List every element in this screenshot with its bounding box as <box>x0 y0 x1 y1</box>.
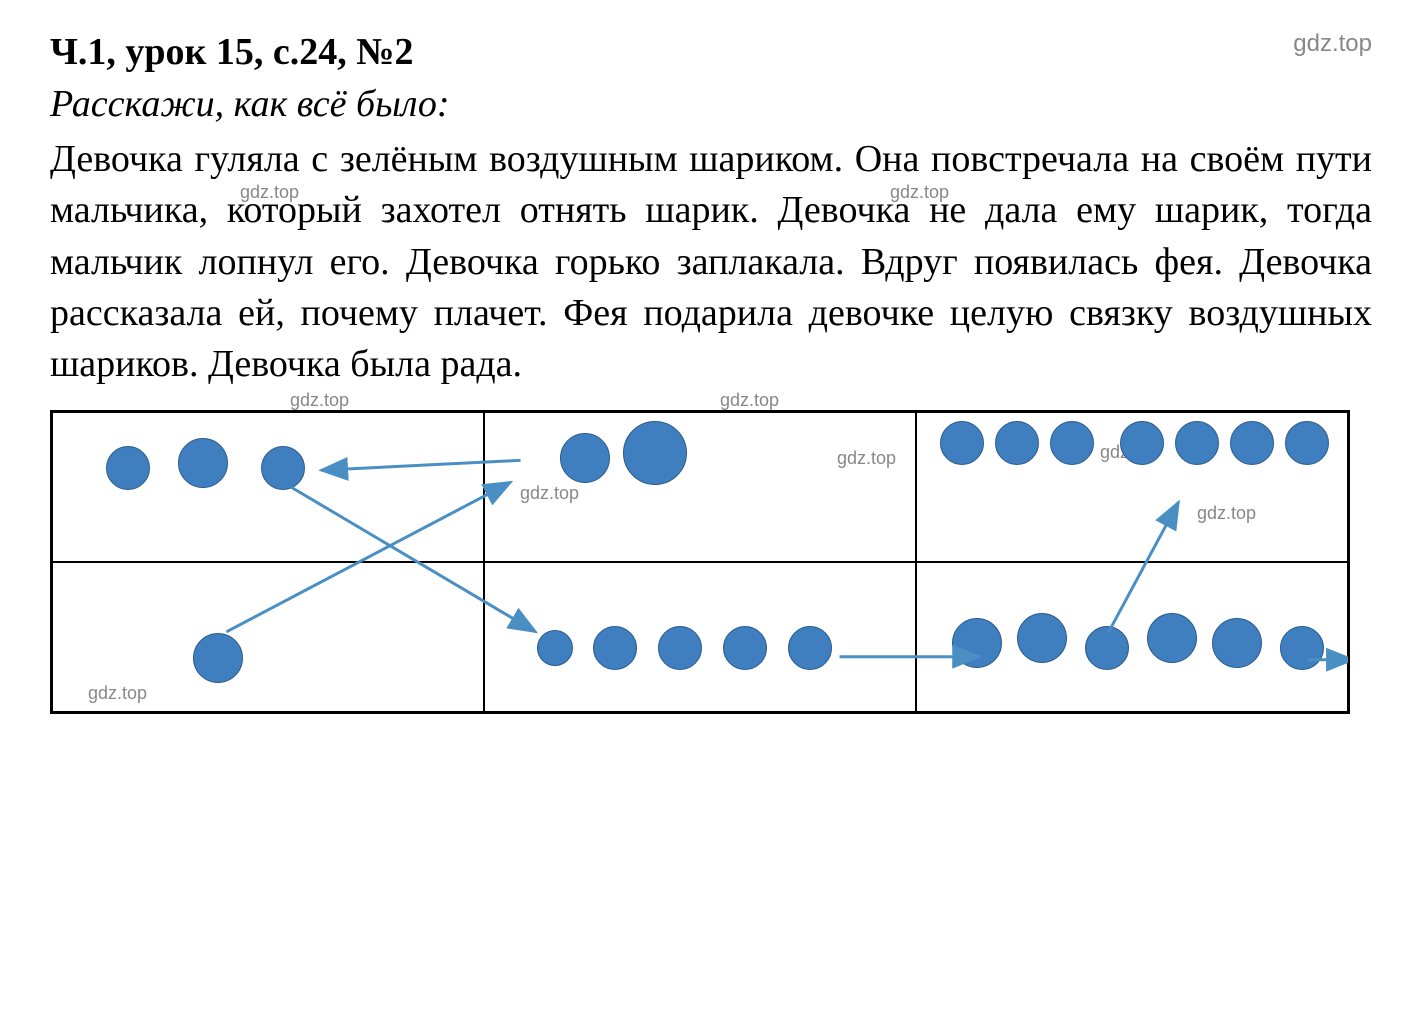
diagram-cell-4 <box>484 562 916 712</box>
diagram-circle <box>940 421 984 465</box>
diagram-watermark: gdz.top <box>1197 503 1256 524</box>
diagram-circle <box>1175 421 1219 465</box>
diagram-circle <box>560 433 610 483</box>
diagram-cell-0 <box>52 412 484 562</box>
page-title: Ч.1, урок 15, с.24, №2 <box>50 30 413 74</box>
diagram-circle <box>178 438 228 488</box>
diagram-circle <box>106 446 150 490</box>
diagram-circle <box>261 446 305 490</box>
diagram-circle <box>723 626 767 670</box>
diagram-circle <box>995 421 1039 465</box>
diagram-circle <box>658 626 702 670</box>
body-paragraph: Девочка гуляла с зелёным воздушным шарик… <box>50 134 1372 390</box>
watermark-inline-1: gdz.top <box>240 180 299 204</box>
diagram-circle <box>1285 421 1329 465</box>
diagram-circle <box>1147 613 1197 663</box>
diagram-circle <box>1280 626 1324 670</box>
diagram-cell-5 <box>916 562 1348 712</box>
diagram-circle <box>193 633 243 683</box>
diagram-circle <box>1050 421 1094 465</box>
diagram-circle <box>623 421 687 485</box>
watermark-inline-2: gdz.top <box>890 180 949 204</box>
diagram-watermark: gdz.top <box>88 683 147 704</box>
diagram-watermark: gdz.top <box>837 448 896 469</box>
diagram-cell-3: gdz.top <box>52 562 484 712</box>
diagram-circle <box>1017 613 1067 663</box>
diagram-circle <box>1212 618 1262 668</box>
diagram-circle <box>1085 626 1129 670</box>
diagram-circle <box>537 630 573 666</box>
diagram-cell-1: gdz.top <box>484 412 916 562</box>
diagram-circle <box>788 626 832 670</box>
subtitle: Расскажи, как всё было: <box>50 82 1372 126</box>
watermark-inline-4: gdz.top <box>720 388 779 412</box>
diagram-watermark: gdz.top <box>520 483 579 504</box>
watermark-inline-3: gdz.top <box>290 388 349 412</box>
diagram-circle <box>1230 421 1274 465</box>
diagram-cell-2: gdz.topgdz.top <box>916 412 1348 562</box>
body-text-content: Девочка гуляла с зелёным воздушным шарик… <box>50 138 1372 385</box>
watermark-top: gdz.top <box>1293 30 1372 58</box>
diagram-circle <box>593 626 637 670</box>
diagram-grid: gdz.topgdz.topgdz.topgdz.top <box>50 410 1350 714</box>
diagram-circle <box>952 618 1002 668</box>
diagram-circle <box>1120 421 1164 465</box>
